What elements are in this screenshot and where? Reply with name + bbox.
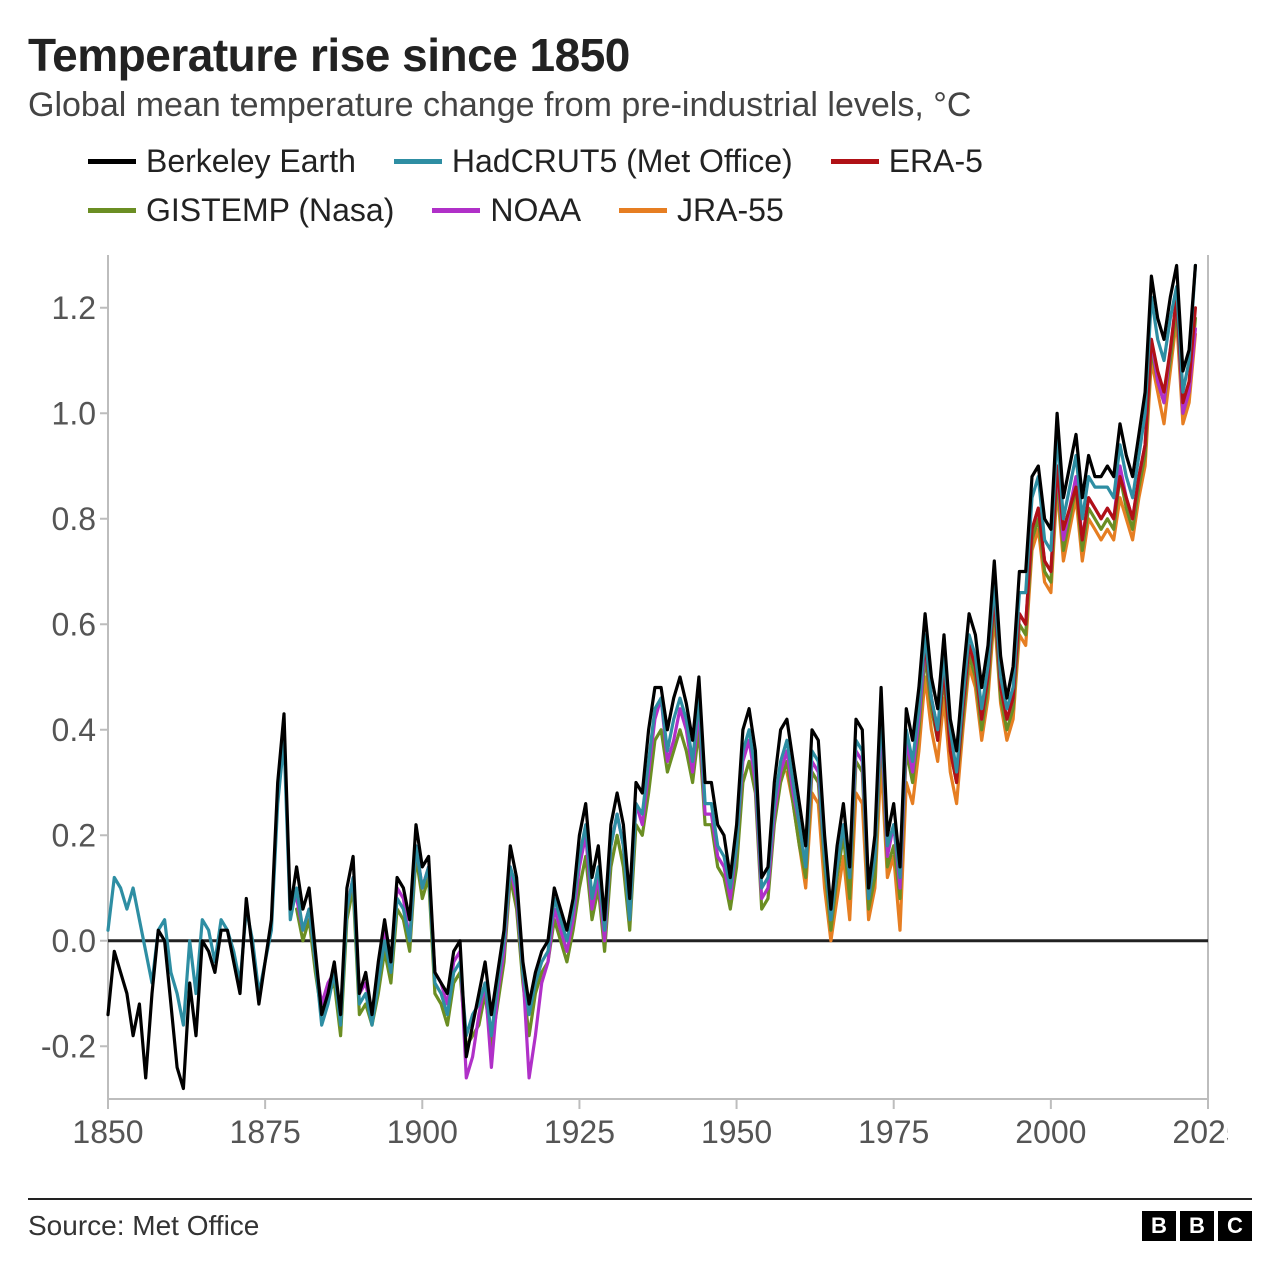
svg-text:1925: 1925 [544, 1114, 615, 1150]
legend-label: HadCRUT5 (Met Office) [452, 143, 793, 180]
legend-swatch [394, 159, 442, 164]
legend-swatch [88, 159, 136, 164]
svg-text:1.0: 1.0 [52, 395, 96, 431]
svg-text:2025: 2025 [1172, 1114, 1228, 1150]
svg-text:0.4: 0.4 [52, 712, 96, 748]
legend-item-hadcrut5: HadCRUT5 (Met Office) [394, 143, 793, 180]
chart-legend: Berkeley Earth HadCRUT5 (Met Office) ERA-5… [88, 143, 1188, 229]
footer-divider [28, 1198, 1252, 1200]
chart-svg: -0.2 0.0 0.2 0.4 0.6 0.8 1.0 1.2 1850 1875 1900 192… [28, 237, 1228, 1159]
bbc-logo-letter: B [1142, 1211, 1176, 1241]
svg-text:1975: 1975 [858, 1114, 929, 1150]
svg-text:0.8: 0.8 [52, 501, 96, 537]
legend-item-berkeley: Berkeley Earth [88, 143, 356, 180]
chart-footer: Source: Met Office BBC [28, 1198, 1252, 1242]
legend-item-jra55: JRA-55 [619, 192, 784, 229]
series-line-noaa [297, 297, 1196, 1078]
legend-label: Berkeley Earth [146, 143, 356, 180]
svg-text:2000: 2000 [1015, 1114, 1086, 1150]
source-label: Source: Met Office [28, 1210, 259, 1242]
svg-text:0.6: 0.6 [52, 606, 96, 642]
bbc-logo-letter: C [1218, 1211, 1252, 1241]
bbc-logo-letter: B [1180, 1211, 1214, 1241]
legend-label: JRA-55 [677, 192, 784, 229]
legend-label: GISTEMP (Nasa) [146, 192, 394, 229]
bbc-logo: BBC [1142, 1211, 1252, 1241]
legend-label: ERA-5 [889, 143, 983, 180]
svg-text:1.2: 1.2 [52, 290, 96, 326]
svg-text:0.2: 0.2 [52, 817, 96, 853]
svg-text:1875: 1875 [230, 1114, 301, 1150]
legend-swatch [619, 208, 667, 213]
svg-text:0.0: 0.0 [52, 923, 96, 959]
svg-text:1900: 1900 [387, 1114, 458, 1150]
chart-subtitle: Global mean temperature change from pre-… [28, 86, 1252, 125]
legend-swatch [831, 159, 879, 164]
legend-item-era5: ERA-5 [831, 143, 983, 180]
legend-item-noaa: NOAA [432, 192, 581, 229]
legend-item-gistemp: GISTEMP (Nasa) [88, 192, 394, 229]
svg-text:1950: 1950 [701, 1114, 772, 1150]
legend-label: NOAA [490, 192, 581, 229]
legend-swatch [432, 208, 480, 213]
chart-title: Temperature rise since 1850 [28, 28, 1252, 82]
chart-plot-area: -0.2 0.0 0.2 0.4 0.6 0.8 1.0 1.2 1850 1875 1900 192… [28, 237, 1228, 1159]
series-line-berkeley [108, 266, 1195, 1089]
legend-swatch [88, 208, 136, 213]
svg-text:-0.2: -0.2 [41, 1028, 96, 1064]
svg-text:1850: 1850 [72, 1114, 143, 1150]
